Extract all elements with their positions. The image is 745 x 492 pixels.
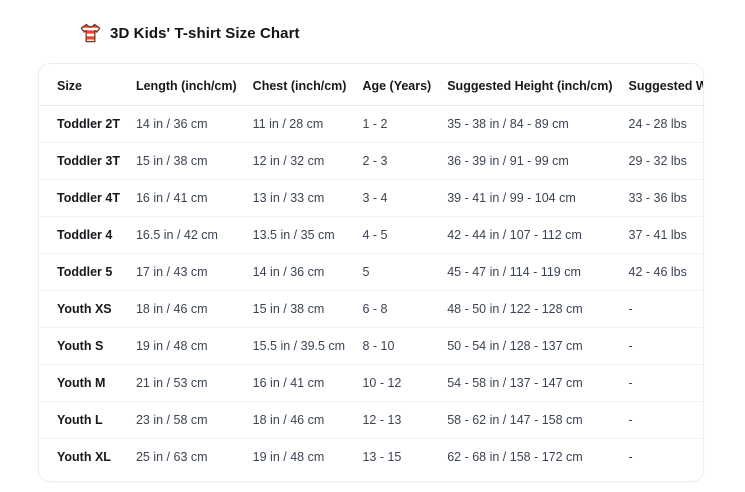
age-cell: 8 - 10	[354, 327, 440, 365]
suggested-height-cell: 35 - 38 in / 84 - 89 cm	[439, 105, 621, 143]
suggested-weight-cell: 33 - 36 lbs	[620, 179, 703, 217]
suggested-height-cell: 36 - 39 in / 91 - 99 cm	[439, 142, 621, 180]
length-cell: 16.5 in / 42 cm	[127, 216, 245, 254]
chest-cell: 18 in / 46 cm	[244, 401, 355, 439]
table-row: Toddler 3T 15 in / 38 cm 12 in / 32 cm 2…	[39, 142, 703, 180]
chest-cell: 13.5 in / 35 cm	[244, 216, 355, 254]
suggested-weight-cell: 24 - 28 lbs	[620, 105, 703, 143]
chest-cell: 11 in / 28 cm	[244, 105, 355, 143]
chest-cell: 14 in / 36 cm	[244, 253, 355, 291]
length-cell: 23 in / 58 cm	[127, 401, 245, 439]
chest-cell: 15 in / 38 cm	[244, 290, 355, 328]
length-cell: 14 in / 36 cm	[127, 105, 245, 143]
table-body: Toddler 2T 14 in / 36 cm 11 in / 28 cm 1…	[39, 105, 703, 482]
page-header: 3D Kids' T-shirt Size Chart	[80, 20, 745, 46]
age-cell: 10 - 12	[354, 364, 440, 402]
suggested-weight-cell: 42 - 46 lbs	[620, 253, 703, 291]
table-header-row: Size Length (inch/cm) Chest (inch/cm) Ag…	[39, 64, 703, 106]
size-chart-card: Size Length (inch/cm) Chest (inch/cm) Ag…	[38, 63, 704, 482]
chest-cell: 19 in / 48 cm	[252, 450, 325, 464]
suggested-weight-cell: -	[620, 364, 703, 402]
suggested-height-cell: 39 - 41 in / 99 - 104 cm	[439, 179, 621, 217]
length-cell: 25 in / 63 cm	[135, 450, 208, 464]
size-cell: Toddler 4T	[39, 179, 128, 217]
length-cell: 16 in / 41 cm	[127, 179, 245, 217]
table-row: Toddler 2T 14 in / 36 cm 11 in / 28 cm 1…	[39, 105, 703, 143]
table-row: Youth L 23 in / 58 cm 18 in / 46 cm 12 -…	[39, 401, 703, 439]
size-cell: Youth L	[39, 401, 128, 439]
age-cell: 12 - 13	[354, 401, 440, 439]
age-cell: 3 - 4	[354, 179, 440, 217]
suggested-height-cell: 45 - 47 in / 114 - 119 cm	[439, 253, 621, 291]
size-cell: Toddler 4	[39, 216, 128, 254]
size-cell: Toddler 5	[39, 253, 128, 291]
table-row: Toddler 4T 16 in / 41 cm 13 in / 33 cm 3…	[39, 179, 703, 217]
column-header-height: Suggested Height (inch/cm)	[439, 64, 621, 106]
suggested-height-cell: 54 - 58 in / 137 - 147 cm	[439, 364, 621, 402]
table-row: Toddler 4 16.5 in / 42 cm 13.5 in / 35 c…	[39, 216, 703, 254]
suggested-weight-cell: 37 - 41 lbs	[620, 216, 703, 254]
age-cell: 1 - 2	[354, 105, 440, 143]
chest-cell: 16 in / 41 cm	[244, 364, 355, 402]
table-row: Youth XS 18 in / 46 cm 15 in / 38 cm 6 -…	[39, 290, 703, 328]
suggested-weight-cell: -	[620, 290, 703, 328]
table-row: Youth M 21 in / 53 cm 16 in / 41 cm 10 -…	[39, 364, 703, 402]
column-header-weight: Suggested Weight (lbs)	[620, 64, 703, 106]
age-cell: 6 - 8	[354, 290, 440, 328]
suggested-height-cell: 42 - 44 in / 107 - 112 cm	[439, 216, 621, 254]
column-header-length: Length (inch/cm)	[127, 64, 245, 106]
suggested-height-cell: 58 - 62 in / 147 - 158 cm	[439, 401, 621, 439]
table-row: Youth S 19 in / 48 cm 15.5 in / 39.5 cm …	[39, 327, 703, 365]
column-header-chest: Chest (inch/cm)	[244, 64, 355, 106]
age-cell: 5	[354, 253, 440, 291]
suggested-height-cell: 62 - 68 in / 158 - 172 cm	[447, 450, 583, 464]
length-cell: 15 in / 38 cm	[127, 142, 245, 180]
age-cell: 13 - 15	[362, 450, 402, 464]
length-cell: 19 in / 48 cm	[127, 327, 245, 365]
size-cell: Youth XS	[39, 290, 128, 328]
table-row: Toddler 5 17 in / 43 cm 14 in / 36 cm 5 …	[39, 253, 703, 291]
suggested-weight-cell: -	[620, 327, 703, 365]
age-cell: 2 - 3	[354, 142, 440, 180]
size-cell: Toddler 3T	[39, 142, 128, 180]
length-cell: 21 in / 53 cm	[127, 364, 245, 402]
length-cell: 17 in / 43 cm	[127, 253, 245, 291]
suggested-weight-cell: 29 - 32 lbs	[620, 142, 703, 180]
chest-cell: 15.5 in / 39.5 cm	[244, 327, 355, 365]
column-header-age: Age (Years)	[354, 64, 440, 106]
suggested-weight-cell: -	[628, 450, 633, 464]
page-title: 3D Kids' T-shirt Size Chart	[110, 24, 300, 42]
suggested-height-cell: 48 - 50 in / 122 - 128 cm	[439, 290, 621, 328]
chest-cell: 12 in / 32 cm	[244, 142, 355, 180]
size-cell: Youth M	[39, 364, 128, 402]
size-cell: Youth S	[39, 327, 128, 365]
column-header-size: Size	[39, 64, 128, 106]
size-chart-table: Size Length (inch/cm) Chest (inch/cm) Ag…	[39, 64, 703, 482]
chest-cell: 13 in / 33 cm	[244, 179, 355, 217]
tshirt-icon	[80, 23, 101, 43]
suggested-weight-cell: -	[620, 401, 703, 439]
table-row: Youth XL 25 in / 63 cm 19 in / 48 cm 13 …	[39, 439, 703, 482]
size-cell: Toddler 2T	[39, 105, 128, 143]
age-cell: 4 - 5	[354, 216, 440, 254]
length-cell: 18 in / 46 cm	[127, 290, 245, 328]
size-cell: Youth XL	[57, 450, 111, 464]
suggested-height-cell: 50 - 54 in / 128 - 137 cm	[439, 327, 621, 365]
